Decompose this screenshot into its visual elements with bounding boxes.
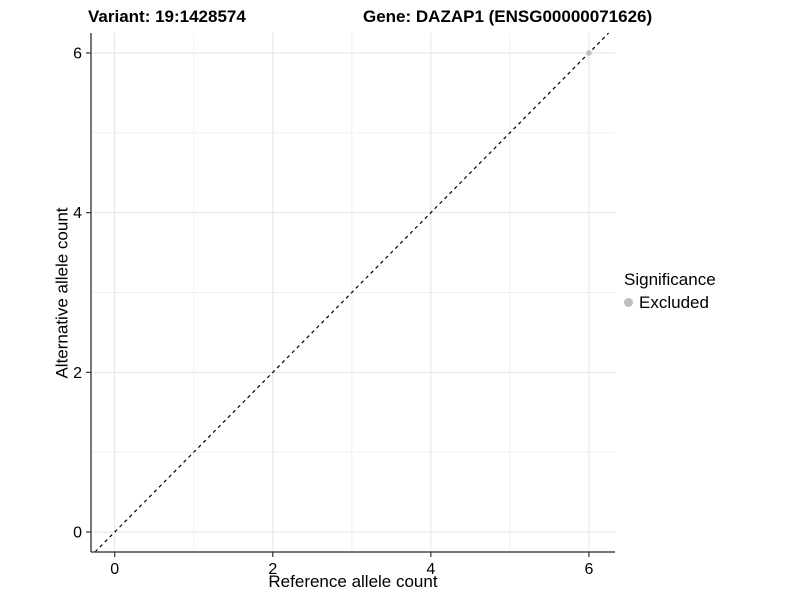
x-tick-label: 0 — [110, 561, 119, 578]
legend-item-excluded: Excluded — [624, 293, 716, 313]
x-tick-label: 2 — [268, 561, 277, 578]
data-point-excluded — [586, 50, 592, 56]
x-tick-label: 4 — [426, 561, 435, 578]
y-tick-label: 6 — [73, 45, 82, 62]
legend-point-icon — [624, 298, 633, 308]
y-tick-label: 4 — [73, 205, 82, 222]
gene-title: Gene: DAZAP1 (ENSG00000071626) — [363, 7, 653, 26]
variant-title: Variant: 19:1428574 — [88, 7, 246, 26]
x-axis-title: Reference allele count — [268, 572, 438, 591]
legend-title: Significance — [624, 270, 716, 289]
legend-item-label: Excluded — [639, 292, 709, 312]
y-axis-title: Alternative allele count — [52, 207, 72, 379]
legend: Significance Excluded — [624, 270, 716, 313]
identity-reference-line — [94, 32, 610, 553]
y-tick-label: 2 — [73, 365, 82, 382]
x-tick-label: 6 — [584, 561, 593, 578]
y-tick-label: 0 — [73, 525, 82, 542]
